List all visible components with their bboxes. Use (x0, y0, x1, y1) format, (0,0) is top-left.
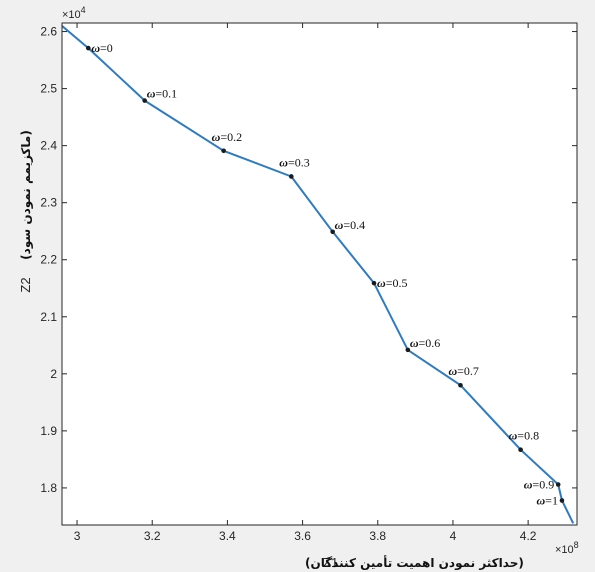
point-label: ω=0.6 (410, 336, 440, 350)
data-point (330, 229, 335, 235)
plot-frame (61, 22, 578, 526)
x-axis-label: Z1 (323, 555, 338, 570)
data-point (142, 98, 148, 103)
y-tick-label: 1.9 (40, 424, 57, 438)
point-label-layer: ω=0 ω=0.1 ω=0.2 ω=0.3 ω=0.4 ω=0.5 ω=0.6 ω=0.7 ω=… (91, 41, 558, 507)
data-point (559, 498, 565, 503)
plot-area (62, 23, 577, 525)
point-label: ω=0.7 (448, 364, 478, 378)
y-tick-label: 2.3 (40, 196, 57, 210)
y-tick-label: 1.8 (40, 481, 57, 495)
point-layer (86, 45, 565, 503)
y-tick-label: 2.1 (40, 310, 57, 324)
y-axis-label: Z2 (18, 277, 33, 292)
x-tick-label: 3 (74, 529, 81, 543)
data-point (458, 382, 463, 388)
y-tick-label: 2.6 (40, 25, 57, 39)
y-axis-label-persian: (ماکزیمم نمودن سود) (19, 130, 34, 260)
point-label: ω=0.2 (212, 130, 242, 144)
x-tick-label: 3.8 (369, 529, 386, 543)
x-tick-label: 4 (450, 529, 457, 543)
x-tick-label: 3.4 (219, 529, 236, 543)
y-tick-label: 2 (50, 367, 57, 381)
point-label: ω=0.8 (509, 429, 539, 443)
point-label: ω=0.1 (147, 87, 177, 101)
x-tick-label: 3.2 (144, 529, 161, 543)
data-point (518, 447, 523, 453)
data-point (86, 45, 91, 51)
axes: 3 3.2 3.4 3.6 3.8 4 4.2 1.8 1.9 2 2.1 2.2 2.3 2.4 2.5 2… (40, 23, 577, 543)
point-label: ω=0.9 (524, 477, 554, 491)
data-point (221, 148, 226, 154)
point-label: ω=1 (536, 493, 557, 507)
data-point (555, 482, 561, 487)
point-label: ω=0.5 (377, 276, 407, 290)
point-label: ω=0 (91, 41, 112, 55)
x-exponent-label: ×108 (555, 540, 579, 556)
y-exponent-label: ×104 (62, 5, 86, 21)
y-tick-label: 2.2 (40, 253, 57, 267)
x-tick-label: 3.6 (294, 529, 311, 543)
data-point (289, 174, 294, 179)
y-tick-label: 2.4 (40, 139, 57, 153)
point-label: ω=0.4 (335, 218, 365, 232)
x-axis-label-persian: (حداکثر نمودن اهمیت تأمین کنندگان) (305, 555, 524, 571)
data-point (405, 347, 411, 353)
data-point (371, 280, 377, 286)
x-tick-label: 4.2 (520, 529, 537, 543)
point-label: ω=0.3 (279, 155, 309, 169)
y-tick-label: 2.5 (40, 82, 57, 96)
